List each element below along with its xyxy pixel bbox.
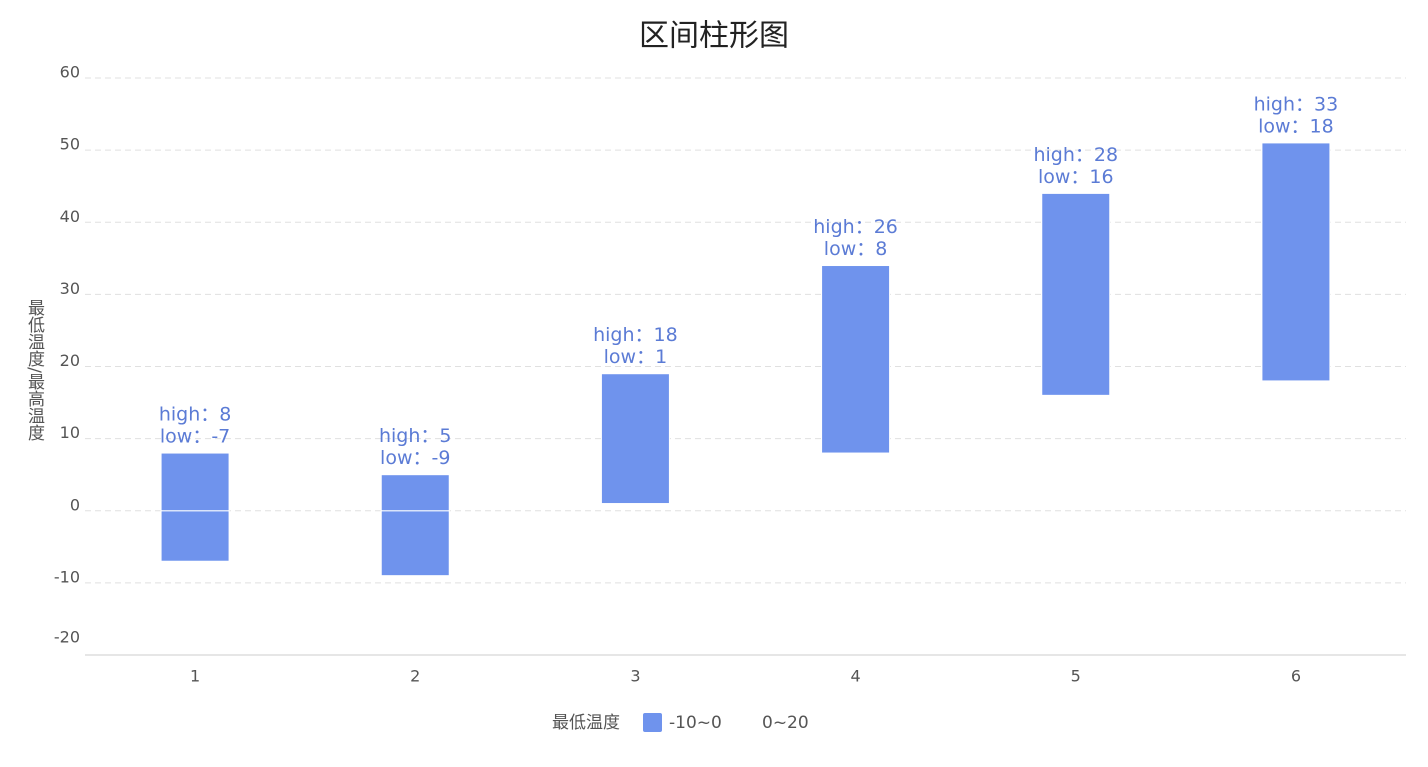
- legend-label[interactable]: -10~0: [669, 713, 722, 733]
- data-label: low：8: [824, 238, 888, 260]
- y-tick-label: 60: [60, 63, 80, 82]
- high-bar: [1041, 192, 1111, 396]
- x-tick-label: 4: [850, 667, 860, 686]
- high-bar: [1261, 142, 1331, 382]
- data-label: high：18: [593, 324, 678, 346]
- low-bar: [1042, 395, 1110, 510]
- y-tick-label: 30: [60, 279, 80, 298]
- high-bar: [821, 265, 891, 454]
- y-tick-label: -10: [54, 567, 80, 586]
- high-bar: [160, 452, 230, 512]
- y-tick-label: 0: [70, 495, 80, 514]
- low-bar: [1262, 381, 1330, 511]
- data-label: high：28: [1033, 144, 1118, 166]
- x-tick-label: 3: [630, 667, 640, 686]
- low-bar: [822, 453, 890, 511]
- data-label: low：1: [604, 346, 668, 368]
- data-label: low：16: [1038, 166, 1114, 188]
- x-tick-label: 2: [410, 667, 420, 686]
- x-tick-label: 5: [1071, 667, 1081, 686]
- legend-label[interactable]: 0~20: [762, 713, 809, 733]
- data-label: high：5: [379, 425, 452, 447]
- x-tick-label: 6: [1291, 667, 1301, 686]
- y-tick-label: 20: [60, 351, 80, 370]
- y-axis-title: 最低温度/最高温度: [24, 299, 45, 441]
- x-tick-label: 1: [190, 667, 200, 686]
- data-label: high：8: [159, 404, 232, 426]
- data-label: low：18: [1258, 115, 1334, 137]
- y-tick-label: 40: [60, 207, 80, 226]
- y-tick-label: 50: [60, 135, 80, 154]
- low-bar: [160, 510, 230, 562]
- low-bar: [380, 510, 450, 577]
- chart-title: 区间柱形图: [639, 19, 789, 54]
- data-label: low：-9: [380, 447, 450, 469]
- data-label: high：26: [813, 216, 898, 238]
- data-label: high：33: [1254, 93, 1339, 115]
- data-label: low：-7: [160, 426, 230, 448]
- y-tick-label: 10: [60, 423, 80, 442]
- legend-swatch[interactable]: [643, 713, 662, 732]
- y-tick-label: -20: [54, 628, 80, 647]
- low-bar: [601, 504, 669, 511]
- legend-swatch[interactable]: [736, 713, 755, 732]
- legend-title: 最低温度: [552, 713, 620, 733]
- high-bar: [380, 474, 450, 512]
- high-bar: [600, 373, 670, 505]
